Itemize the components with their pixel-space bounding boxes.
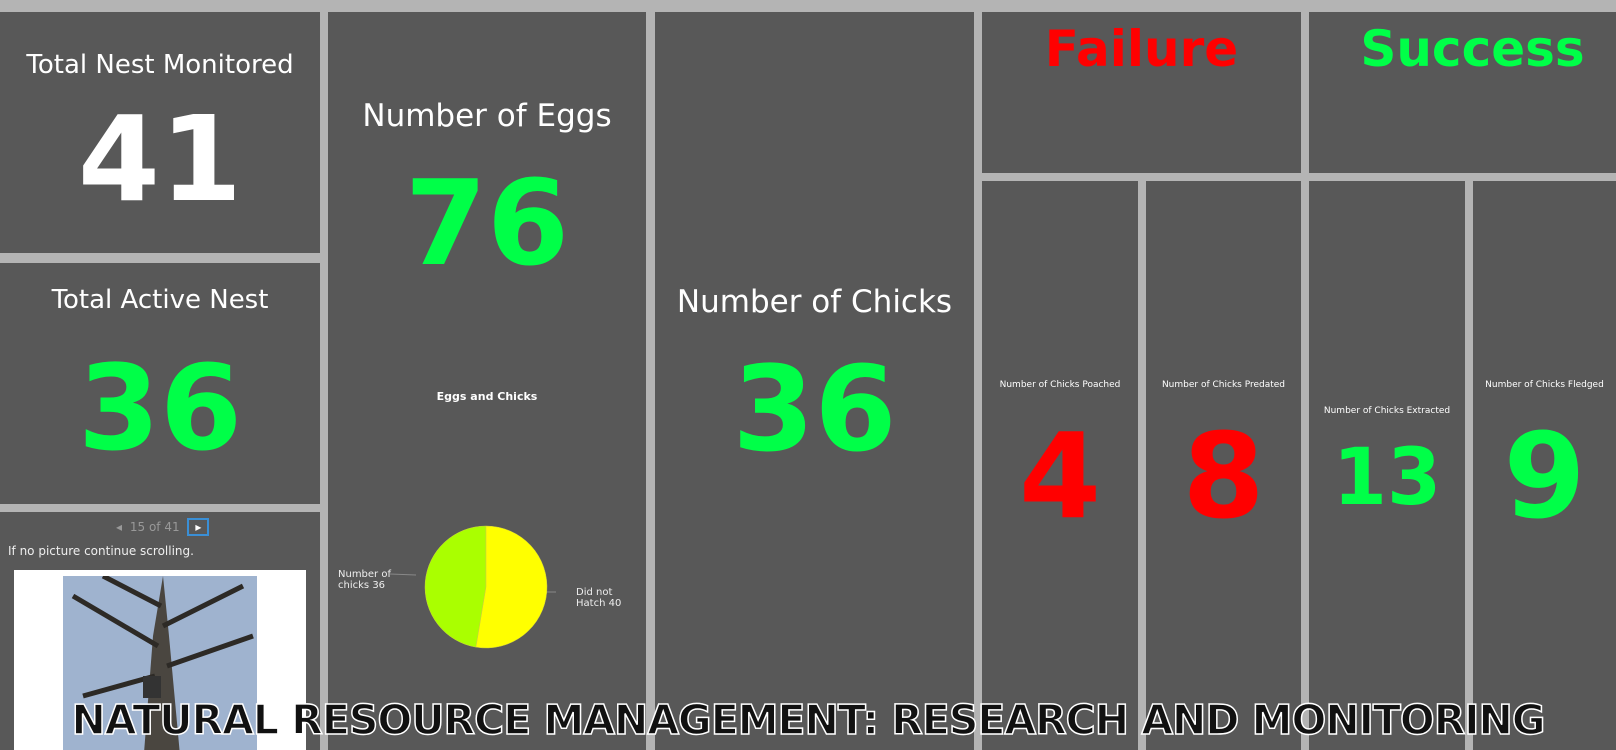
poached-tile: Number of Chicks Poached 4: [982, 181, 1138, 750]
tile-value: 8: [1146, 417, 1301, 535]
prev-button[interactable]: ◂: [116, 520, 122, 534]
predated-tile: Number of Chicks Predated 8: [1146, 181, 1301, 750]
active-nest-tile: Total Active Nest 36: [0, 263, 320, 504]
pie-slice: [425, 526, 486, 647]
eggs-tile: Number of Eggs 76 Eggs and Chicks Number…: [328, 12, 646, 750]
banner: NATURAL RESOURCE MANAGEMENT: RESEARCH AN…: [0, 696, 1616, 744]
pie-label: Did not Hatch 40: [576, 587, 636, 609]
failure-tile: Failure: [982, 12, 1301, 173]
tile-title: Total Nest Monitored: [0, 50, 320, 80]
pie-label: Number of chicks 36: [338, 569, 398, 591]
total-nest-tile: Total Nest Monitored 41: [0, 12, 320, 253]
tile-value: 4: [982, 417, 1138, 535]
tile-title: Number of Chicks Poached: [982, 380, 1138, 390]
tile-value: 76: [328, 164, 646, 282]
pager: ◂ 15 of 41 ▸: [116, 518, 209, 536]
next-button[interactable]: ▸: [187, 518, 209, 536]
tile-value: 13: [1309, 439, 1465, 517]
tile-title: Number of Chicks Extracted: [1309, 406, 1465, 416]
dashboard: Total Nest Monitored 41 Total Active Nes…: [0, 0, 1616, 750]
tile-title: Number of Chicks Fledged: [1473, 380, 1616, 390]
tile-value: 9: [1473, 417, 1616, 535]
tile-title: Success: [1309, 20, 1616, 78]
fledged-tile: Number of Chicks Fledged 9: [1473, 181, 1616, 750]
tile-value: 36: [655, 350, 974, 468]
pager-text: 15 of 41: [130, 520, 180, 534]
chicks-tile: Number of Chicks 36: [655, 12, 974, 750]
pie-slice: [476, 526, 547, 648]
extracted-tile: Number of Chicks Extracted 13: [1309, 181, 1465, 750]
tile-value: 41: [0, 100, 320, 218]
slice-name: Did not Hatch: [576, 587, 612, 609]
tile-title: Number of Eggs: [328, 98, 646, 134]
tile-title: Failure: [982, 20, 1301, 78]
tile-title: Number of Chicks: [655, 284, 974, 320]
tile-value: 36: [0, 349, 320, 467]
note: If no picture continue scrolling.: [8, 544, 194, 558]
tile-title: Total Active Nest: [0, 285, 320, 315]
success-tile: Success: [1309, 12, 1616, 173]
slice-value: 36: [372, 580, 385, 591]
slice-value: 40: [609, 598, 622, 609]
pie-title: Eggs and Chicks: [328, 390, 646, 403]
tile-title: Number of Chicks Predated: [1146, 380, 1301, 390]
